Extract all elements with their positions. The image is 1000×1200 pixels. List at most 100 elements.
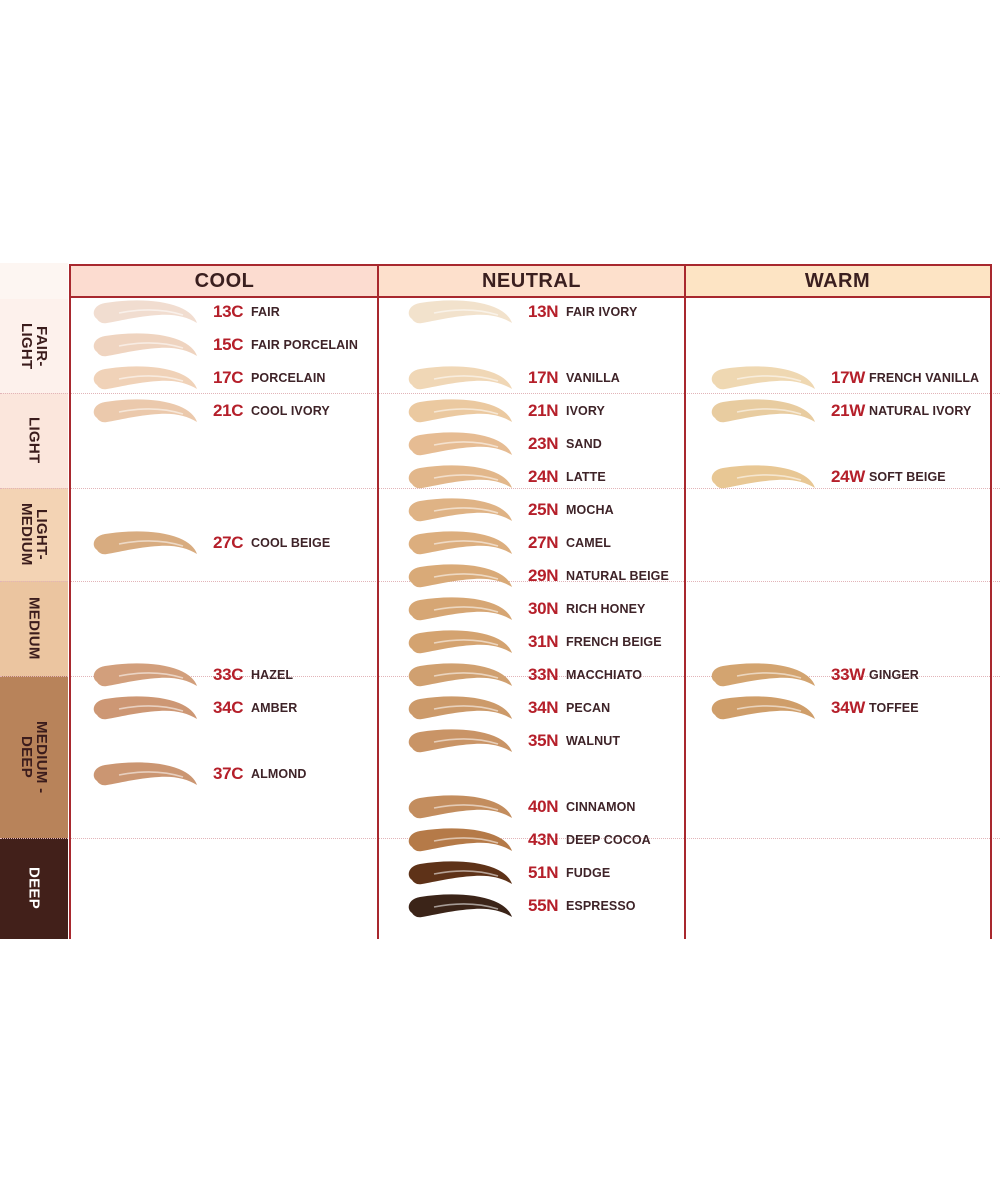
swatch-icon — [408, 399, 512, 423]
shade-entry-13n[interactable]: 13N FAIR IVORY — [404, 297, 637, 327]
shade-code: 21C — [213, 401, 244, 420]
band-label: FAIR- LIGHT — [18, 322, 50, 370]
band-medium-deep: MEDIUM - DEEP — [0, 676, 68, 838]
shade-entry-35n[interactable]: 35N WALNUT — [404, 726, 620, 756]
shade-entry-29n[interactable]: 29N NATURAL BEIGE — [404, 561, 669, 591]
shade-entry-17c[interactable]: 17C PORCELAIN — [89, 363, 326, 393]
shade-entry-33n[interactable]: 33N MACCHIATO — [404, 660, 642, 690]
band-medium: MEDIUM — [0, 581, 68, 676]
shade-entry-30n[interactable]: 30N RICH HONEY — [404, 594, 645, 624]
band-fair-light: FAIR- LIGHT — [0, 299, 68, 393]
shade-name: COOL BEIGE — [251, 536, 331, 550]
shade-code: 35N — [528, 731, 559, 750]
swatch-icon — [408, 729, 512, 753]
shade-name: MOCHA — [566, 503, 614, 517]
swatch-icon — [408, 465, 512, 489]
shade-entry-31n[interactable]: 31N FRENCH BEIGE — [404, 627, 662, 657]
swatch-icon — [711, 399, 815, 423]
shade-name: FRENCH VANILLA — [869, 371, 980, 385]
shade-entry-55n[interactable]: 55N ESPRESSO — [404, 891, 636, 921]
shade-name: CINNAMON — [566, 800, 636, 814]
shade-code: 33W — [831, 665, 866, 684]
swatch-icon — [408, 366, 512, 390]
swatch-icon — [408, 564, 512, 588]
shade-code: 55N — [528, 896, 559, 915]
shade-name: WALNUT — [566, 734, 621, 748]
shade-entry-34n[interactable]: 34N PECAN — [404, 693, 610, 723]
band-label: LIGHT- MEDIUM — [18, 503, 50, 566]
shade-code: 17N — [528, 368, 559, 387]
shade-entry-40n[interactable]: 40N CINNAMON — [404, 792, 636, 822]
shade-code: 24W — [831, 467, 866, 486]
swatch-icon — [408, 531, 512, 555]
shade-code: 34W — [831, 698, 866, 717]
shade-entry-24w[interactable]: 24W SOFT BEIGE — [707, 462, 946, 492]
shade-name: DEEP COCOA — [566, 833, 651, 847]
shade-entry-13c[interactable]: 13C FAIR — [89, 297, 280, 327]
shade-entry-25n[interactable]: 25N MOCHA — [404, 495, 614, 525]
swatch-icon — [93, 663, 197, 687]
swatch-icon — [408, 696, 512, 720]
shade-name: PECAN — [566, 701, 611, 715]
shade-entry-23n[interactable]: 23N SAND — [404, 429, 602, 459]
shade-entry-27n[interactable]: 27N CAMEL — [404, 528, 611, 558]
shade-code: 13N — [528, 302, 559, 321]
swatch-icon — [408, 795, 512, 819]
shade-entry-21w[interactable]: 21W NATURAL IVORY — [707, 396, 971, 426]
shade-code: 31N — [528, 632, 559, 651]
shade-name: PORCELAIN — [251, 371, 326, 385]
shade-entry-37c[interactable]: 37C ALMOND — [89, 759, 306, 789]
shade-entry-17w[interactable]: 17W FRENCH VANILLA — [707, 363, 979, 393]
shade-entry-34c[interactable]: 34C AMBER — [89, 693, 297, 723]
shade-entry-21c[interactable]: 21C COOL IVORY — [89, 396, 330, 426]
shade-name: FUDGE — [566, 866, 611, 880]
band-label: LIGHT — [25, 417, 43, 464]
shade-code: 40N — [528, 797, 559, 816]
shade-code: 37C — [213, 764, 244, 783]
swatch-icon — [93, 531, 197, 555]
shade-name: LATTE — [566, 470, 606, 484]
swatch-icon — [93, 333, 197, 357]
shade-entry-33c[interactable]: 33C HAZEL — [89, 660, 293, 690]
shade-code: 17C — [213, 368, 244, 387]
shade-code: 23N — [528, 434, 559, 453]
shade-code: 33C — [213, 665, 244, 684]
shade-name: FAIR PORCELAIN — [251, 338, 358, 352]
shade-name: HAZEL — [251, 668, 294, 682]
swatch-icon — [408, 861, 512, 885]
swatch-icon — [408, 894, 512, 918]
shade-entry-43n[interactable]: 43N DEEP COCOA — [404, 825, 651, 855]
shade-name: CAMEL — [566, 536, 611, 550]
shade-code: 24N — [528, 467, 559, 486]
shade-code: 25N — [528, 500, 559, 519]
shade-code: 27C — [213, 533, 244, 552]
row-divider — [0, 393, 1000, 394]
swatch-icon — [408, 432, 512, 456]
shade-entry-33w[interactable]: 33W GINGER — [707, 660, 919, 690]
swatch-icon — [408, 300, 512, 324]
swatch-icon — [93, 366, 197, 390]
swatch-icon — [408, 498, 512, 522]
swatch-icon — [408, 828, 512, 852]
shade-entry-15c[interactable]: 15C FAIR PORCELAIN — [89, 330, 358, 360]
swatch-icon — [711, 663, 815, 687]
shade-code: 21W — [831, 401, 866, 420]
shade-name: FRENCH BEIGE — [566, 635, 662, 649]
swatch-icon — [93, 762, 197, 786]
shade-entry-24n[interactable]: 24N LATTE — [404, 462, 606, 492]
shade-name: IVORY — [566, 404, 605, 418]
shade-code: 33N — [528, 665, 559, 684]
swatch-icon — [93, 696, 197, 720]
shade-code: 21N — [528, 401, 559, 420]
corner-cell — [0, 263, 68, 299]
shade-name: NATURAL IVORY — [869, 404, 972, 418]
shade-name: AMBER — [251, 701, 298, 715]
column-header-warm: WARM — [685, 264, 990, 298]
shade-entry-17n[interactable]: 17N VANILLA — [404, 363, 620, 393]
shade-entry-34w[interactable]: 34W TOFFEE — [707, 693, 919, 723]
shade-entry-21n[interactable]: 21N IVORY — [404, 396, 605, 426]
shade-name: COOL IVORY — [251, 404, 330, 418]
shade-entry-51n[interactable]: 51N FUDGE — [404, 858, 610, 888]
shade-entry-27c[interactable]: 27C COOL BEIGE — [89, 528, 330, 558]
band-light: LIGHT — [0, 393, 68, 488]
